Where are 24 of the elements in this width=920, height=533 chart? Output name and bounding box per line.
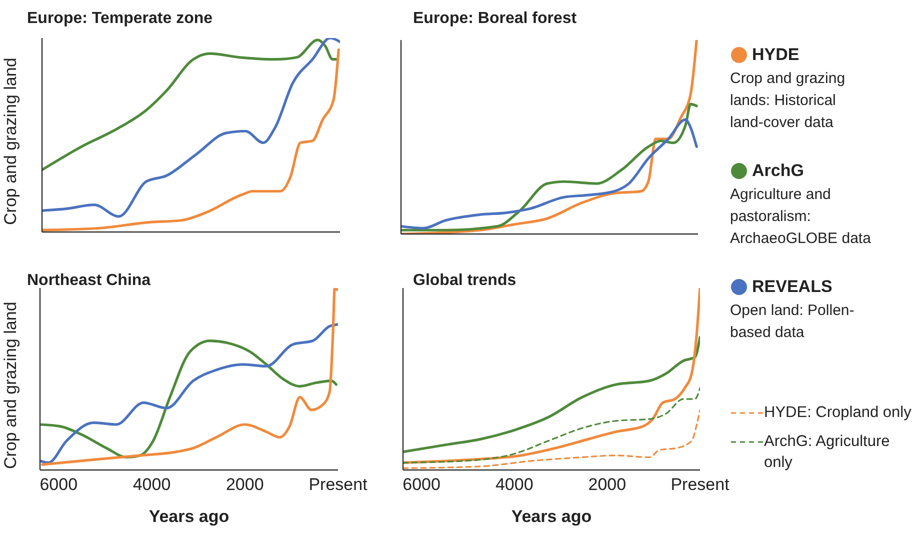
legend-label: HYDE: Cropland only (764, 403, 912, 423)
x-tick-label: 2000 (588, 475, 626, 494)
x-axis-title: Years ago (148, 507, 230, 526)
text: Agriculture and pastoralism: ArchaeoGLOBE data (730, 185, 872, 249)
x-tick-label: Present (308, 475, 368, 494)
x-tick-label: 4000 (495, 475, 534, 494)
x-tick-label: 6000 (40, 475, 78, 494)
legend-label: REVEALS (752, 276, 832, 298)
y-axis-title: Crop and grazing land (1, 302, 20, 469)
chart-title: Europe: Temperate zone (27, 10, 213, 28)
y-axis-title: Crop and grazing land (1, 58, 20, 225)
text: Crop and grazing lands: Historical land-cover data (730, 69, 846, 133)
text: Open land: Pollen-based data (730, 301, 856, 343)
x-tick-label: Present (670, 475, 730, 494)
chart-title: Global trends (413, 272, 516, 290)
legend-label: ArchG (752, 160, 804, 182)
x-axis-title: Years ago (511, 507, 592, 526)
x-tick-label: 2000 (226, 475, 264, 494)
x-tick-label: 6000 (402, 475, 440, 494)
x-tick-label: 4000 (132, 475, 171, 494)
chart-title: Northeast China (27, 272, 151, 290)
chart-title: Europe: Boreal forest (413, 10, 577, 28)
legend-label: ArchG: Agriculture only (764, 432, 891, 473)
legend-label: HYDE (752, 44, 800, 66)
